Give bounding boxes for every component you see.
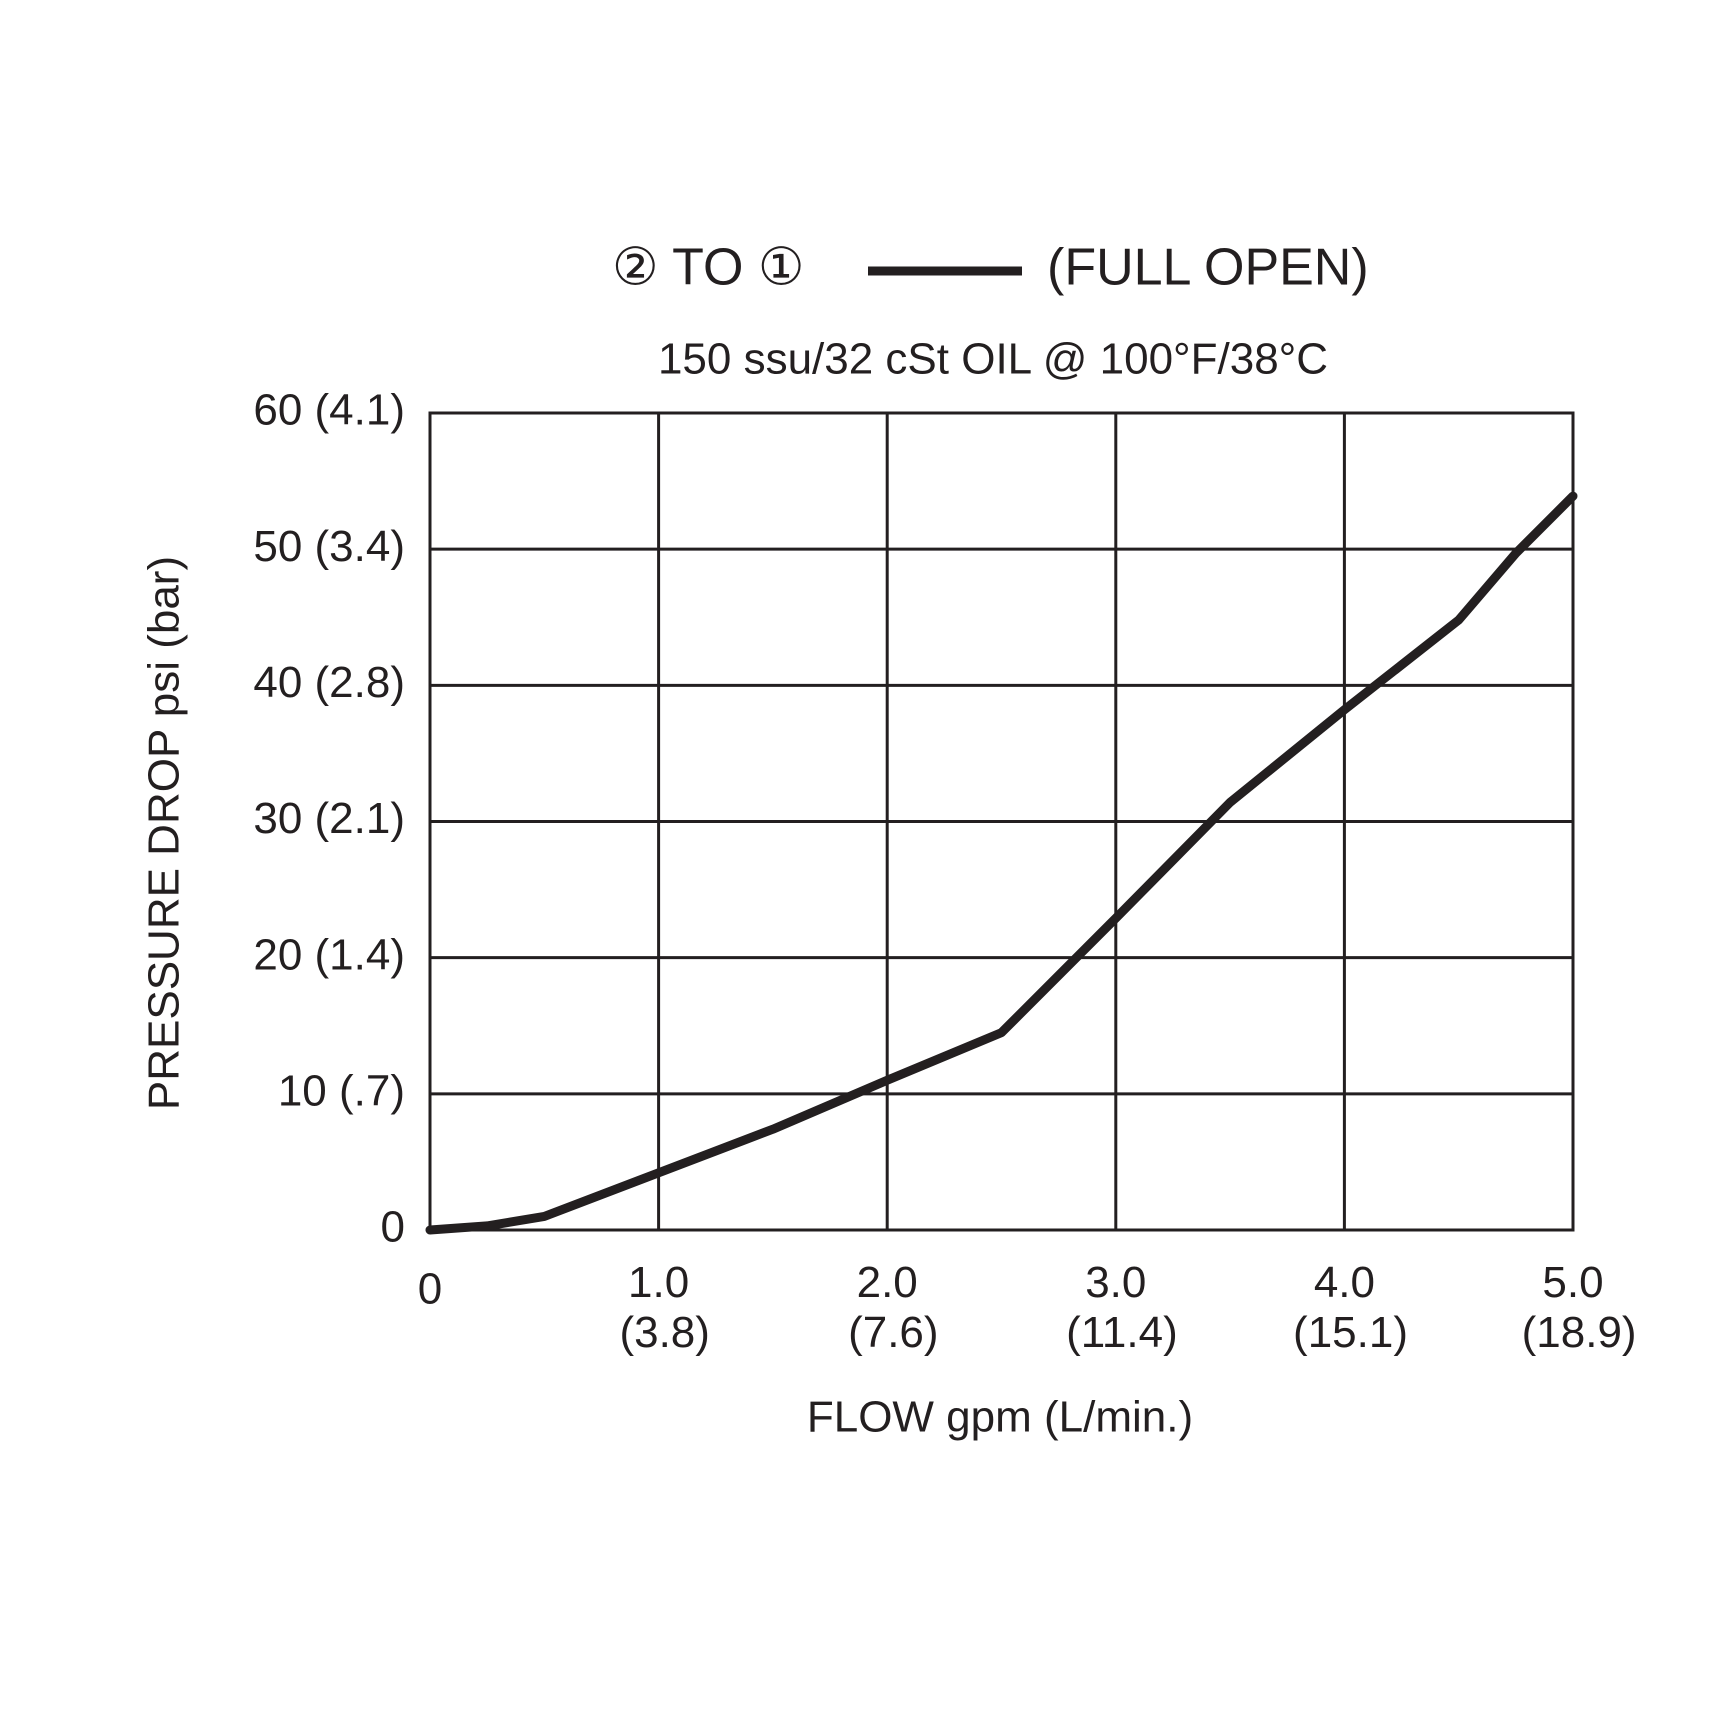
- x-tick-label: 0: [418, 1265, 442, 1314]
- y-tick-label: 50 (3.4): [253, 522, 405, 571]
- x-axis-label: FLOW gpm (L/min.): [807, 1393, 1193, 1442]
- plot-frame: [428, 411, 1575, 1232]
- chart-subtitle: 150 ssu/32 cSt OIL @ 100°F/38°C: [658, 335, 1328, 384]
- y-tick-label: 10 (.7): [278, 1066, 405, 1115]
- y-tick-label: 30 (2.1): [253, 794, 405, 843]
- y-tick-label: 40 (2.8): [253, 658, 405, 707]
- x-tick-label: 3.0 (11.4): [1054, 1258, 1178, 1357]
- y-tick-label: 0: [381, 1203, 405, 1252]
- x-tick-label: 2.0 (7.6): [836, 1258, 939, 1357]
- y-axis-label: PRESSURE DROP psi (bar): [140, 556, 189, 1110]
- chart-title: ② TO ①: [612, 239, 804, 297]
- data-line: [425, 491, 1578, 1235]
- x-tick-label: 5.0 (18.9): [1509, 1258, 1636, 1357]
- y-tick-label: 20 (1.4): [253, 930, 405, 979]
- x-tick-label: 1.0 (3.8): [607, 1258, 710, 1357]
- y-tick-label: 60 (4.1): [253, 386, 405, 435]
- x-tick-label: 4.0 (15.1): [1281, 1258, 1408, 1357]
- legend-note: (FULL OPEN): [1047, 239, 1369, 297]
